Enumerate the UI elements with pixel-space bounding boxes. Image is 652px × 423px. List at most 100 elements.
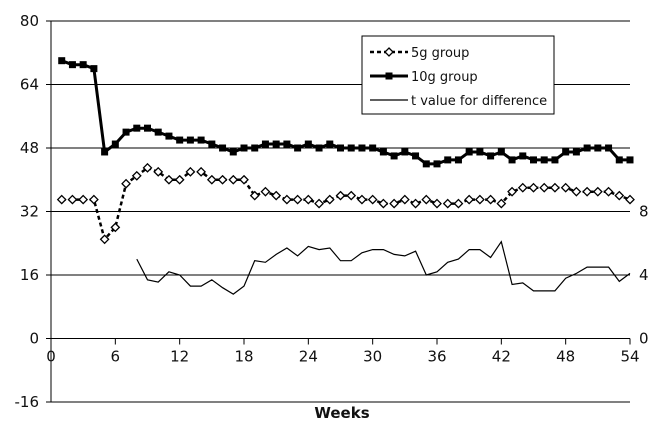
data-point	[272, 140, 280, 148]
data-point	[626, 156, 634, 164]
data-point	[605, 144, 613, 152]
data-point	[133, 124, 141, 132]
data-point	[508, 156, 516, 164]
data-point	[550, 182, 560, 193]
data-point	[412, 152, 420, 160]
data-point	[528, 182, 539, 193]
data-point	[304, 140, 312, 148]
data-point	[249, 190, 260, 201]
data-point	[594, 144, 602, 152]
data-point	[357, 194, 367, 205]
data-point	[303, 194, 314, 205]
data-point	[186, 136, 194, 144]
x-tick-label: 30	[363, 348, 382, 366]
data-point	[165, 132, 173, 140]
data-point	[465, 148, 473, 156]
data-point	[603, 186, 614, 197]
data-point	[346, 190, 357, 201]
x-tick-label: 0	[46, 348, 56, 366]
data-point	[101, 148, 109, 156]
y-tick-label: 64	[20, 76, 39, 94]
series-1	[58, 57, 634, 168]
data-point	[121, 178, 131, 189]
x-tick-label: 12	[170, 348, 189, 366]
data-point	[206, 174, 217, 185]
data-point	[260, 186, 271, 197]
data-point	[122, 128, 130, 136]
data-point	[572, 148, 580, 156]
data-point	[131, 170, 142, 181]
x-tick-label: 6	[111, 348, 121, 366]
series-line	[136, 240, 631, 295]
axes	[46, 20, 631, 403]
data-point	[58, 57, 66, 65]
data-point	[111, 140, 119, 148]
data-point	[197, 136, 205, 144]
data-point	[476, 148, 484, 156]
data-point	[369, 144, 377, 152]
data-point	[217, 174, 228, 185]
data-point	[219, 144, 227, 152]
data-point	[79, 61, 87, 69]
legend: 5g group 10g group t value for difference	[361, 35, 555, 115]
series-layer	[56, 57, 635, 295]
data-point	[196, 166, 207, 177]
data-point	[583, 144, 591, 152]
data-point	[571, 186, 582, 197]
x-tick-label: 18	[234, 348, 253, 366]
data-point	[281, 194, 292, 205]
data-point	[240, 144, 248, 152]
data-point	[389, 198, 400, 209]
data-point	[507, 186, 517, 197]
data-point	[379, 148, 387, 156]
series-0	[56, 162, 635, 245]
data-point	[68, 61, 76, 69]
data-point	[487, 152, 495, 160]
data-point	[614, 190, 625, 201]
x-tick-label: 48	[556, 348, 575, 366]
data-point	[228, 174, 239, 185]
data-point	[251, 144, 259, 152]
data-point	[539, 182, 550, 193]
data-point	[442, 198, 453, 209]
legend-label: 5g group	[411, 46, 469, 61]
data-point	[496, 198, 507, 209]
data-point	[229, 148, 237, 156]
data-point	[401, 148, 409, 156]
data-point	[530, 156, 537, 164]
x-tick-label: 24	[299, 348, 318, 366]
data-point	[347, 144, 355, 152]
data-point	[261, 140, 269, 148]
y-tick-label: 16	[20, 266, 39, 284]
data-point	[367, 194, 378, 205]
data-point	[444, 156, 452, 164]
data-point	[358, 144, 366, 152]
x-tick-label: 36	[427, 348, 446, 366]
data-point	[314, 198, 324, 209]
data-point	[410, 198, 421, 209]
x-tick-label: 54	[620, 348, 639, 366]
data-point	[326, 140, 334, 148]
data-point	[239, 174, 249, 185]
y-tick-label: 80	[20, 12, 39, 30]
y2-tick-label: 8	[639, 203, 649, 221]
data-point	[337, 144, 344, 152]
data-point	[315, 144, 323, 152]
data-point	[399, 194, 410, 205]
data-point	[78, 194, 89, 205]
y-tick-label: -16	[15, 393, 40, 411]
data-point	[56, 194, 67, 205]
data-point	[271, 190, 282, 201]
x-tick-label: 42	[492, 348, 511, 366]
data-point	[562, 148, 570, 156]
data-point	[432, 198, 442, 209]
series-2	[136, 240, 631, 295]
data-point	[185, 166, 196, 177]
data-point	[154, 128, 162, 136]
y-tick-label: 48	[20, 139, 39, 157]
data-point	[283, 140, 291, 148]
data-point	[551, 156, 559, 164]
data-point	[421, 194, 432, 205]
